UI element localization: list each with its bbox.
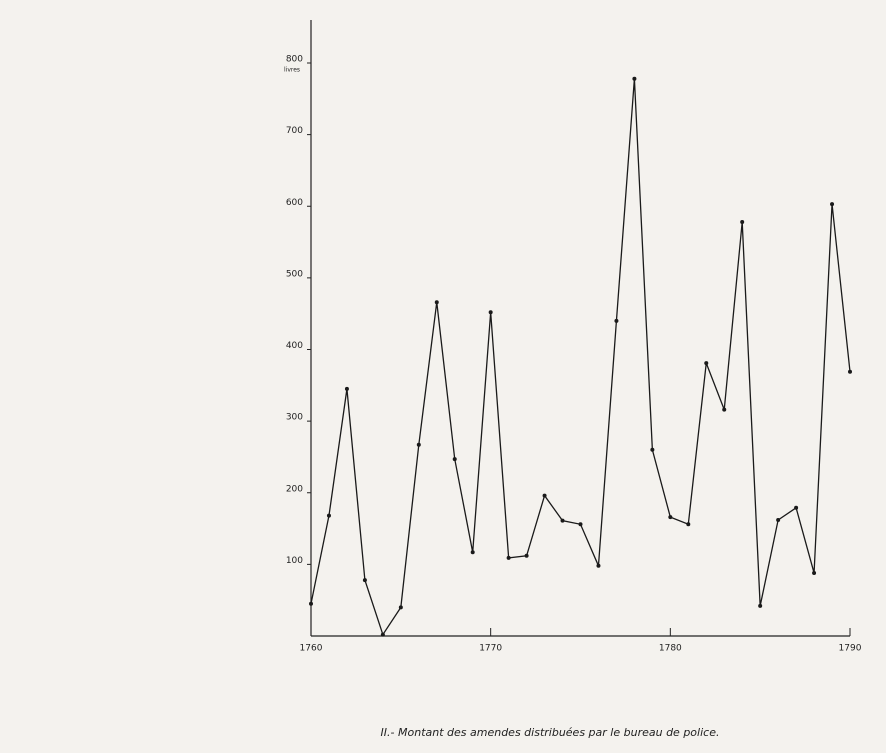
data-point: [470, 550, 475, 555]
data-point: [416, 442, 421, 447]
data-point: [650, 447, 655, 452]
y-tick-label: 100: [286, 556, 303, 566]
data-point: [344, 386, 349, 391]
data-point: [542, 493, 547, 498]
data-point: [452, 457, 457, 462]
data-point: [776, 517, 781, 522]
data-point: [848, 369, 852, 374]
y-tick-label: 300: [286, 413, 303, 423]
data-point: [812, 570, 817, 575]
data-point: [326, 513, 331, 518]
data-point: [560, 518, 565, 523]
data-point: [686, 522, 691, 527]
data-point: [740, 220, 745, 225]
data-point: [309, 601, 313, 606]
data-point: [722, 407, 727, 412]
x-tick-label: 1790: [839, 644, 862, 654]
data-point: [488, 310, 493, 315]
y-tick-label: 800: [286, 55, 303, 65]
y-tick-label: 200: [286, 484, 303, 494]
y-tick-label: 700: [286, 126, 303, 136]
data-point: [614, 318, 619, 323]
x-tick-label: 1760: [300, 644, 323, 654]
y-axis-label: livres: [284, 67, 300, 74]
data-point: [506, 555, 511, 560]
data-point: [632, 76, 637, 81]
y-tick-label: 500: [286, 269, 303, 279]
data-point: [524, 553, 529, 558]
data-point: [704, 361, 709, 366]
data-point: [758, 603, 763, 608]
x-tick-label: 1770: [479, 644, 502, 654]
data-point: [398, 605, 403, 610]
data-point: [380, 632, 385, 637]
data-point: [434, 300, 439, 305]
x-tick-label: 1780: [659, 644, 682, 654]
data-point: [794, 505, 799, 510]
caption: II.- Montant des amendes distribuées par…: [381, 726, 720, 739]
data-point: [596, 563, 601, 568]
data-point: [578, 522, 583, 527]
y-tick-label: 400: [286, 341, 303, 351]
data-point: [668, 515, 673, 520]
data-point: [830, 202, 835, 207]
y-tick-label: 600: [286, 198, 303, 208]
data-point: [362, 578, 367, 583]
